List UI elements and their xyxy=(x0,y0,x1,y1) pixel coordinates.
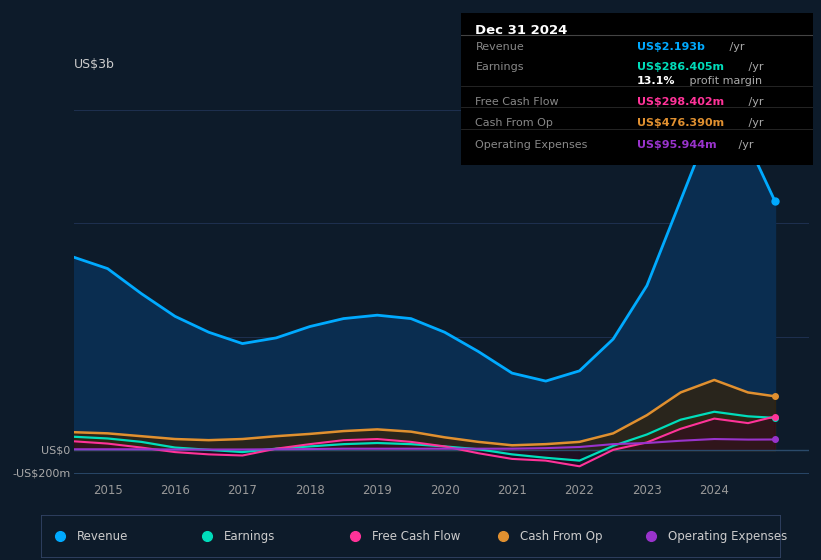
Text: Earnings: Earnings xyxy=(224,530,276,543)
Text: US$298.402m: US$298.402m xyxy=(637,97,724,107)
Text: /yr: /yr xyxy=(726,42,744,52)
Text: profit margin: profit margin xyxy=(686,76,763,86)
Text: -US$200m: -US$200m xyxy=(12,468,71,478)
Text: /yr: /yr xyxy=(736,139,754,150)
Text: Operating Expenses: Operating Expenses xyxy=(667,530,787,543)
Text: Dec 31 2024: Dec 31 2024 xyxy=(475,24,568,36)
Text: Free Cash Flow: Free Cash Flow xyxy=(475,97,559,107)
Text: /yr: /yr xyxy=(745,118,764,128)
Text: Operating Expenses: Operating Expenses xyxy=(475,139,588,150)
Text: US$95.944m: US$95.944m xyxy=(637,139,717,150)
Text: US$476.390m: US$476.390m xyxy=(637,118,724,128)
Text: /yr: /yr xyxy=(745,97,764,107)
Text: US$3b: US$3b xyxy=(74,58,115,71)
Text: 13.1%: 13.1% xyxy=(637,76,676,86)
Text: US$0: US$0 xyxy=(41,445,71,455)
Text: Revenue: Revenue xyxy=(76,530,128,543)
Text: Earnings: Earnings xyxy=(475,62,524,72)
Text: Free Cash Flow: Free Cash Flow xyxy=(372,530,461,543)
Text: US$2.193b: US$2.193b xyxy=(637,42,705,52)
Text: Cash From Op: Cash From Op xyxy=(520,530,603,543)
Text: Revenue: Revenue xyxy=(475,42,524,52)
Text: /yr: /yr xyxy=(745,62,764,72)
Text: Cash From Op: Cash From Op xyxy=(475,118,553,128)
Text: US$286.405m: US$286.405m xyxy=(637,62,724,72)
